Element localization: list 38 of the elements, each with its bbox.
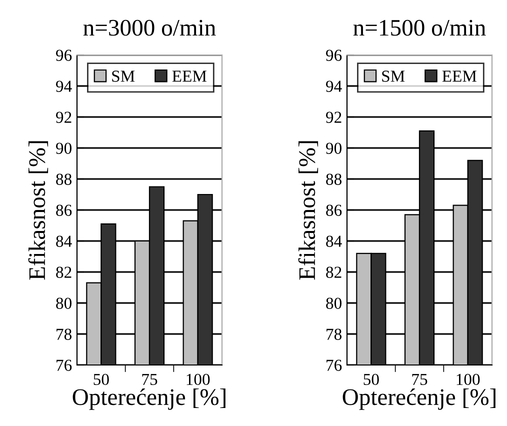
x-tick-label: 100: [456, 374, 480, 386]
legend-label: SM: [382, 70, 405, 82]
y-axis-title: Efikasnost [%]: [298, 141, 318, 280]
y-tick-label: 92: [326, 112, 342, 123]
x-axis-title: Opterećenje [%]: [72, 388, 226, 410]
x-tick-label: 75: [142, 374, 158, 386]
legend-label: EEM: [172, 70, 207, 82]
y-tick-label: 94: [326, 80, 342, 92]
x-tick-label: 50: [364, 374, 379, 386]
y-tick-label: 82: [326, 266, 342, 278]
y-tick-label: 80: [56, 298, 72, 309]
y-tick-label: 96: [56, 50, 72, 61]
legend-label: SM: [112, 70, 135, 82]
y-tick-label: 94: [56, 80, 72, 92]
y-tick-label: 76: [56, 360, 72, 371]
y-tick-label: 92: [56, 112, 72, 123]
x-axis-title: Opterećenje [%]: [342, 388, 496, 410]
y-tick-label: 78: [326, 328, 342, 340]
y-tick-label: 86: [56, 204, 72, 216]
legend-label: EEM: [442, 70, 477, 82]
y-tick-label: 78: [56, 328, 72, 340]
y-axis-title: Efikasnost [%]: [28, 141, 48, 280]
y-tick-label: 96: [326, 50, 342, 61]
y-tick-label: 90: [56, 142, 72, 154]
y-tick-label: 82: [56, 266, 72, 278]
x-tick-label: 100: [186, 374, 210, 386]
y-tick-label: 88: [56, 174, 72, 185]
y-tick-label: 88: [326, 174, 342, 185]
y-tick-label: 86: [326, 204, 342, 216]
x-tick-label: 75: [412, 374, 428, 386]
y-tick-label: 76: [326, 360, 342, 371]
y-tick-label: 84: [56, 236, 72, 247]
y-tick-label: 80: [326, 298, 342, 309]
chart-title: n=3000 o/min: [83, 20, 216, 36]
y-tick-label: 90: [326, 142, 342, 154]
x-tick-label: 50: [94, 374, 109, 386]
chart-title: n=1500 o/min: [353, 20, 486, 36]
y-tick-label: 84: [326, 236, 342, 247]
